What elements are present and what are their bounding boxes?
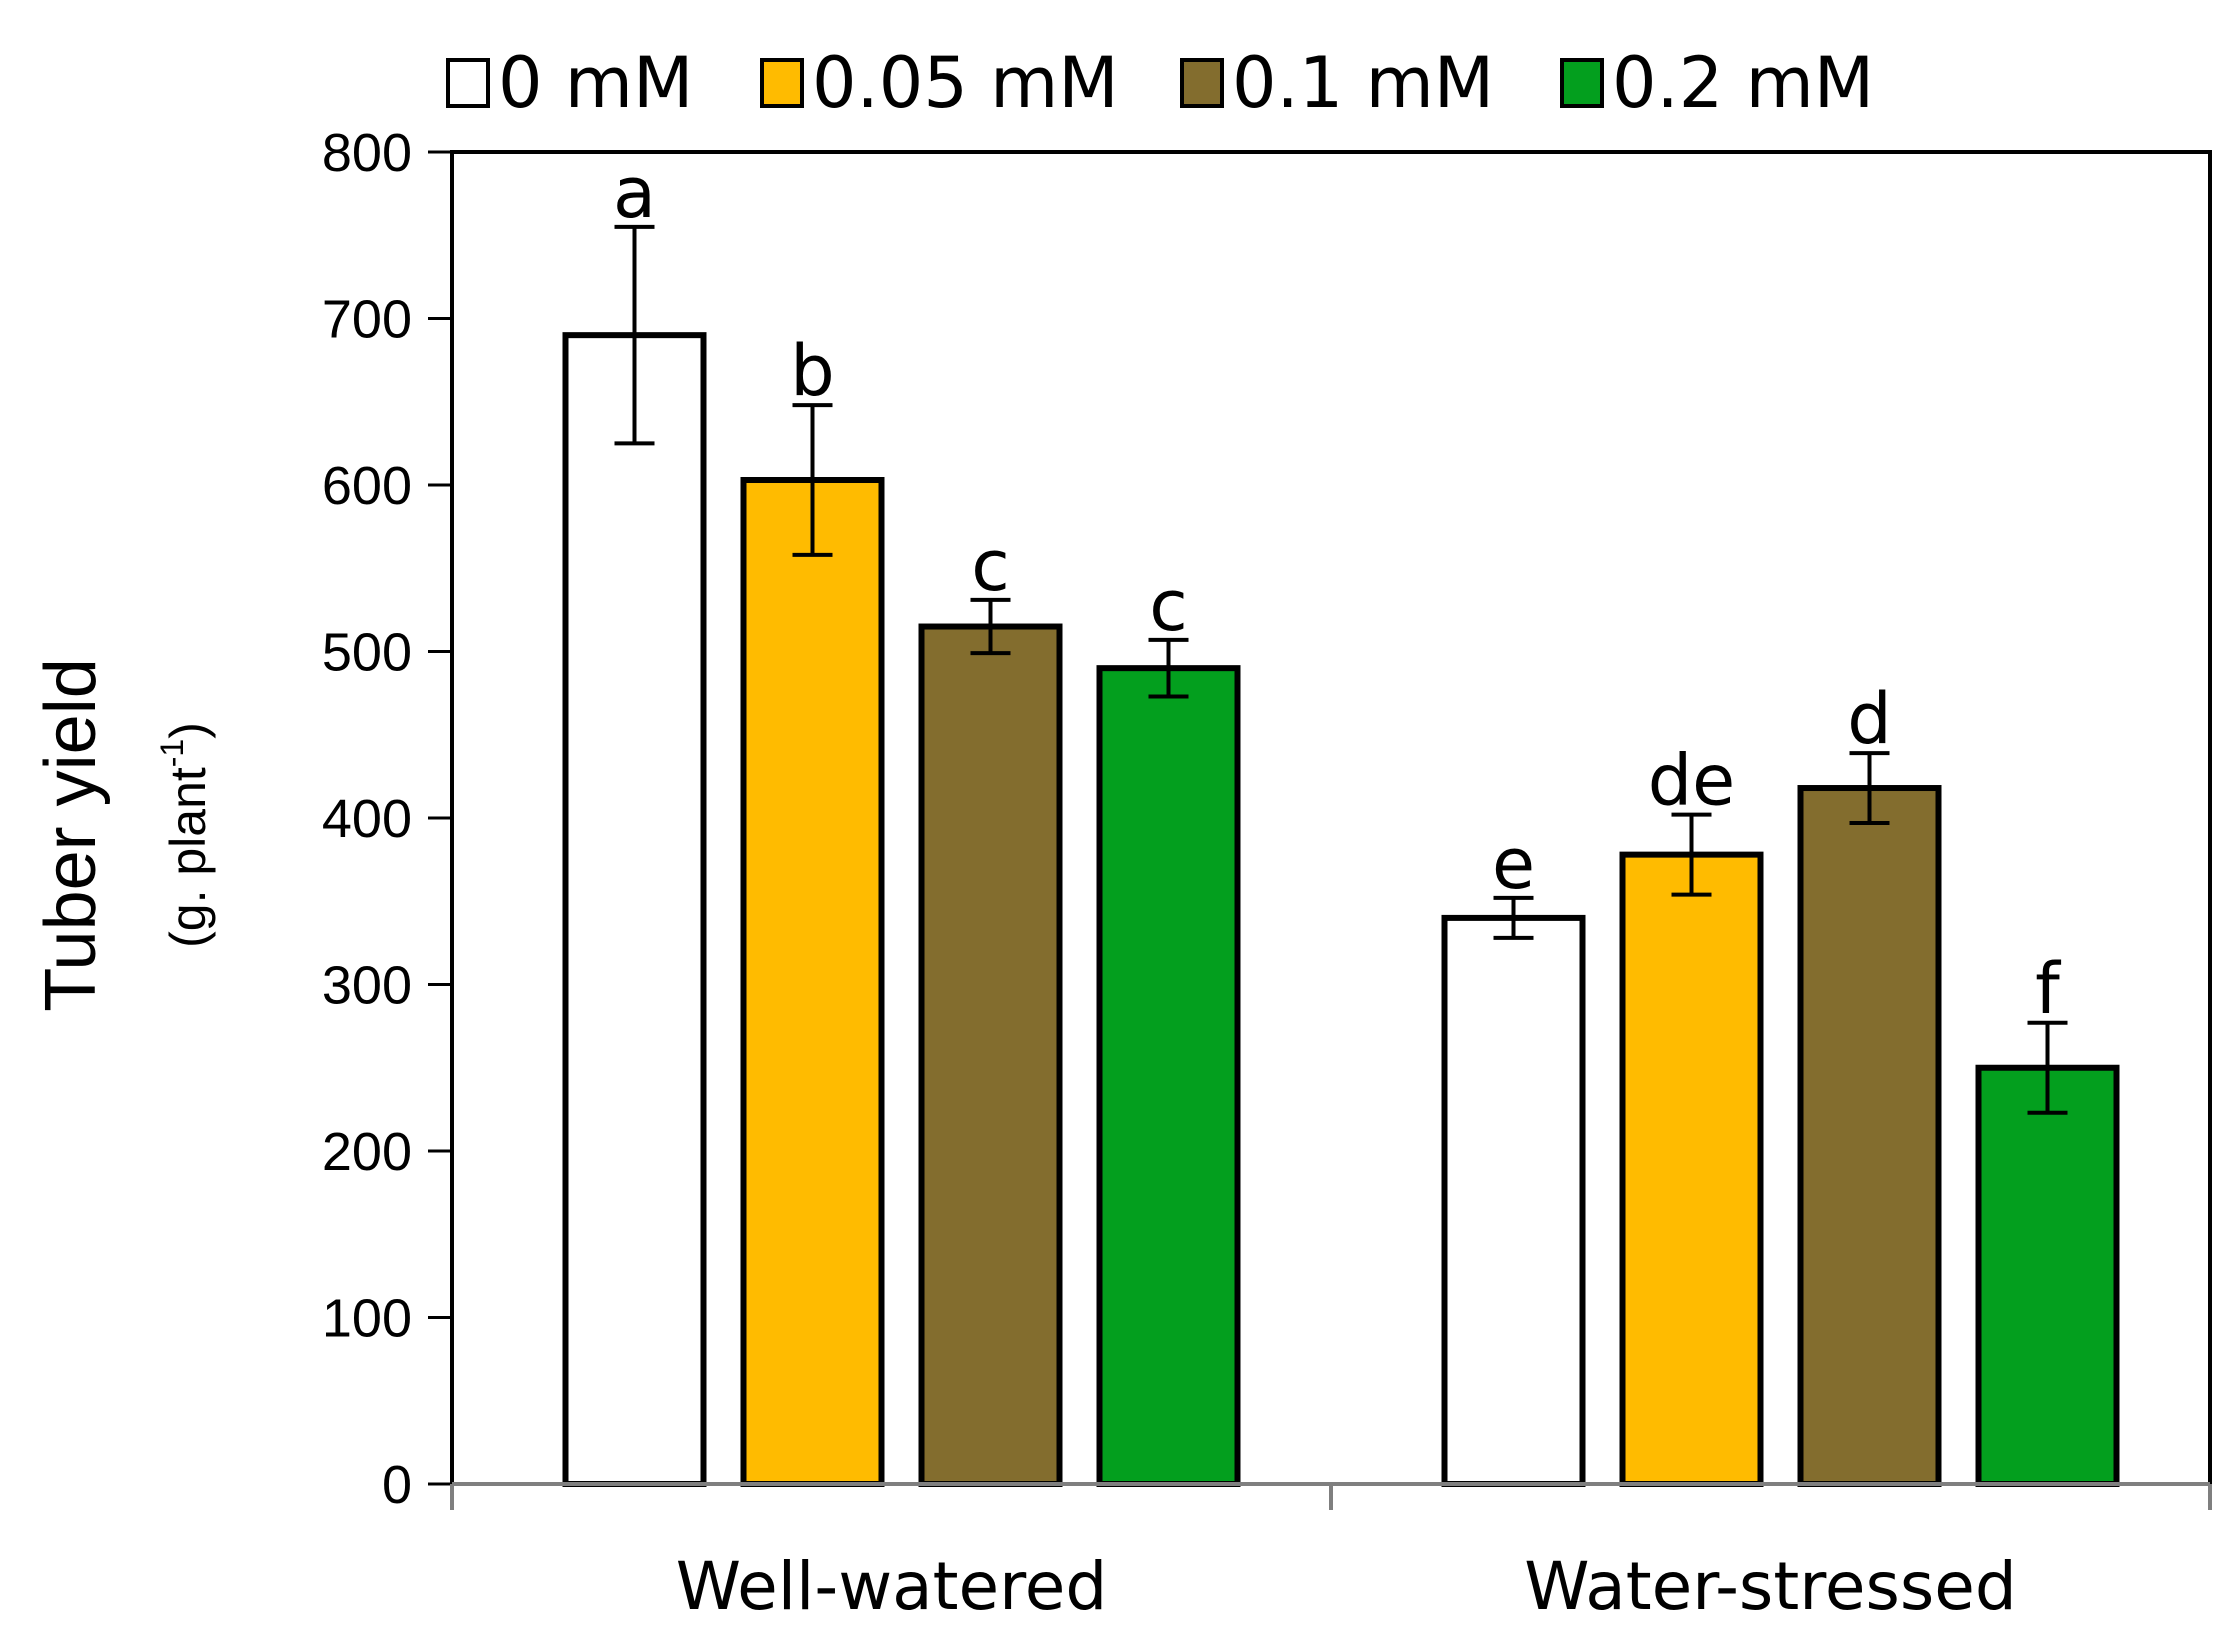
significance-label-0-2: c: [971, 525, 1010, 607]
y-tick-label-0: 0: [382, 1455, 412, 1515]
y-axis-ticks: 0 100 200 300 400 500 600 700 800: [322, 123, 452, 1515]
bar-0-0: [562, 332, 707, 1487]
significance-label-1-2: d: [1847, 678, 1891, 760]
legend-swatch-3: [1560, 58, 1604, 108]
y-axis-label: Tuber yield: [31, 658, 111, 1012]
y-tick-label-200: 200: [322, 1122, 412, 1182]
significance-label-0-0: a: [613, 152, 656, 234]
bars: a b c c e de d f: [562, 152, 2120, 1487]
legend-label-0: 0 mM: [498, 42, 693, 124]
y-axis-title: Tuber yield (g. plant-1): [31, 658, 216, 1012]
legend-label-1: 0.05 mM: [812, 42, 1119, 124]
bar-0-2: [918, 623, 1063, 1487]
bar-0-1: [740, 477, 885, 1487]
legend-label-3: 0.2 mM: [1612, 42, 1874, 124]
bar-1-0: [1441, 914, 1586, 1487]
y-tick-label-800: 800: [322, 123, 412, 183]
legend-swatch-2: [1180, 58, 1224, 108]
bar-0-3: [1096, 665, 1241, 1487]
legend-label-2: 0.1 mM: [1232, 42, 1494, 124]
legend-swatch-0: [446, 58, 490, 108]
bar-1-2: [1797, 785, 1942, 1487]
x-axis-categories: Well-watered Water-stressed: [450, 1484, 2212, 1625]
significance-label-0-1: b: [790, 330, 834, 412]
bar-1-1: [1619, 851, 1764, 1487]
significance-label-0-3: c: [1149, 565, 1188, 647]
y-tick-label-400: 400: [322, 789, 412, 849]
significance-label-1-3: f: [2035, 948, 2061, 1030]
plot-frame: [450, 150, 2212, 1486]
legend: 0 mM 0.05 mM 0.1 mM 0.2 mM: [446, 42, 1874, 124]
y-axis-unit: (g. plant-1): [154, 722, 216, 948]
legend-swatch-1: [760, 58, 804, 108]
y-axis-unit-close: ): [160, 722, 216, 739]
significance-label-1-0: e: [1492, 823, 1535, 905]
y-tick-label-300: 300: [322, 956, 412, 1016]
y-tick-label-700: 700: [322, 290, 412, 350]
y-tick-label-100: 100: [322, 1289, 412, 1349]
bar-1-3: [1975, 1064, 2120, 1487]
y-tick-label-600: 600: [322, 456, 412, 516]
x-category-label-0: Well-watered: [676, 1548, 1108, 1625]
y-axis-unit-exponent: -1: [154, 739, 190, 767]
significance-label-1-1: de: [1648, 740, 1736, 822]
plot-border: [450, 150, 2212, 1486]
y-tick-label-500: 500: [322, 623, 412, 683]
x-category-label-1: Water-stressed: [1524, 1548, 2017, 1625]
y-axis-unit-text: (g. plant: [160, 767, 216, 948]
